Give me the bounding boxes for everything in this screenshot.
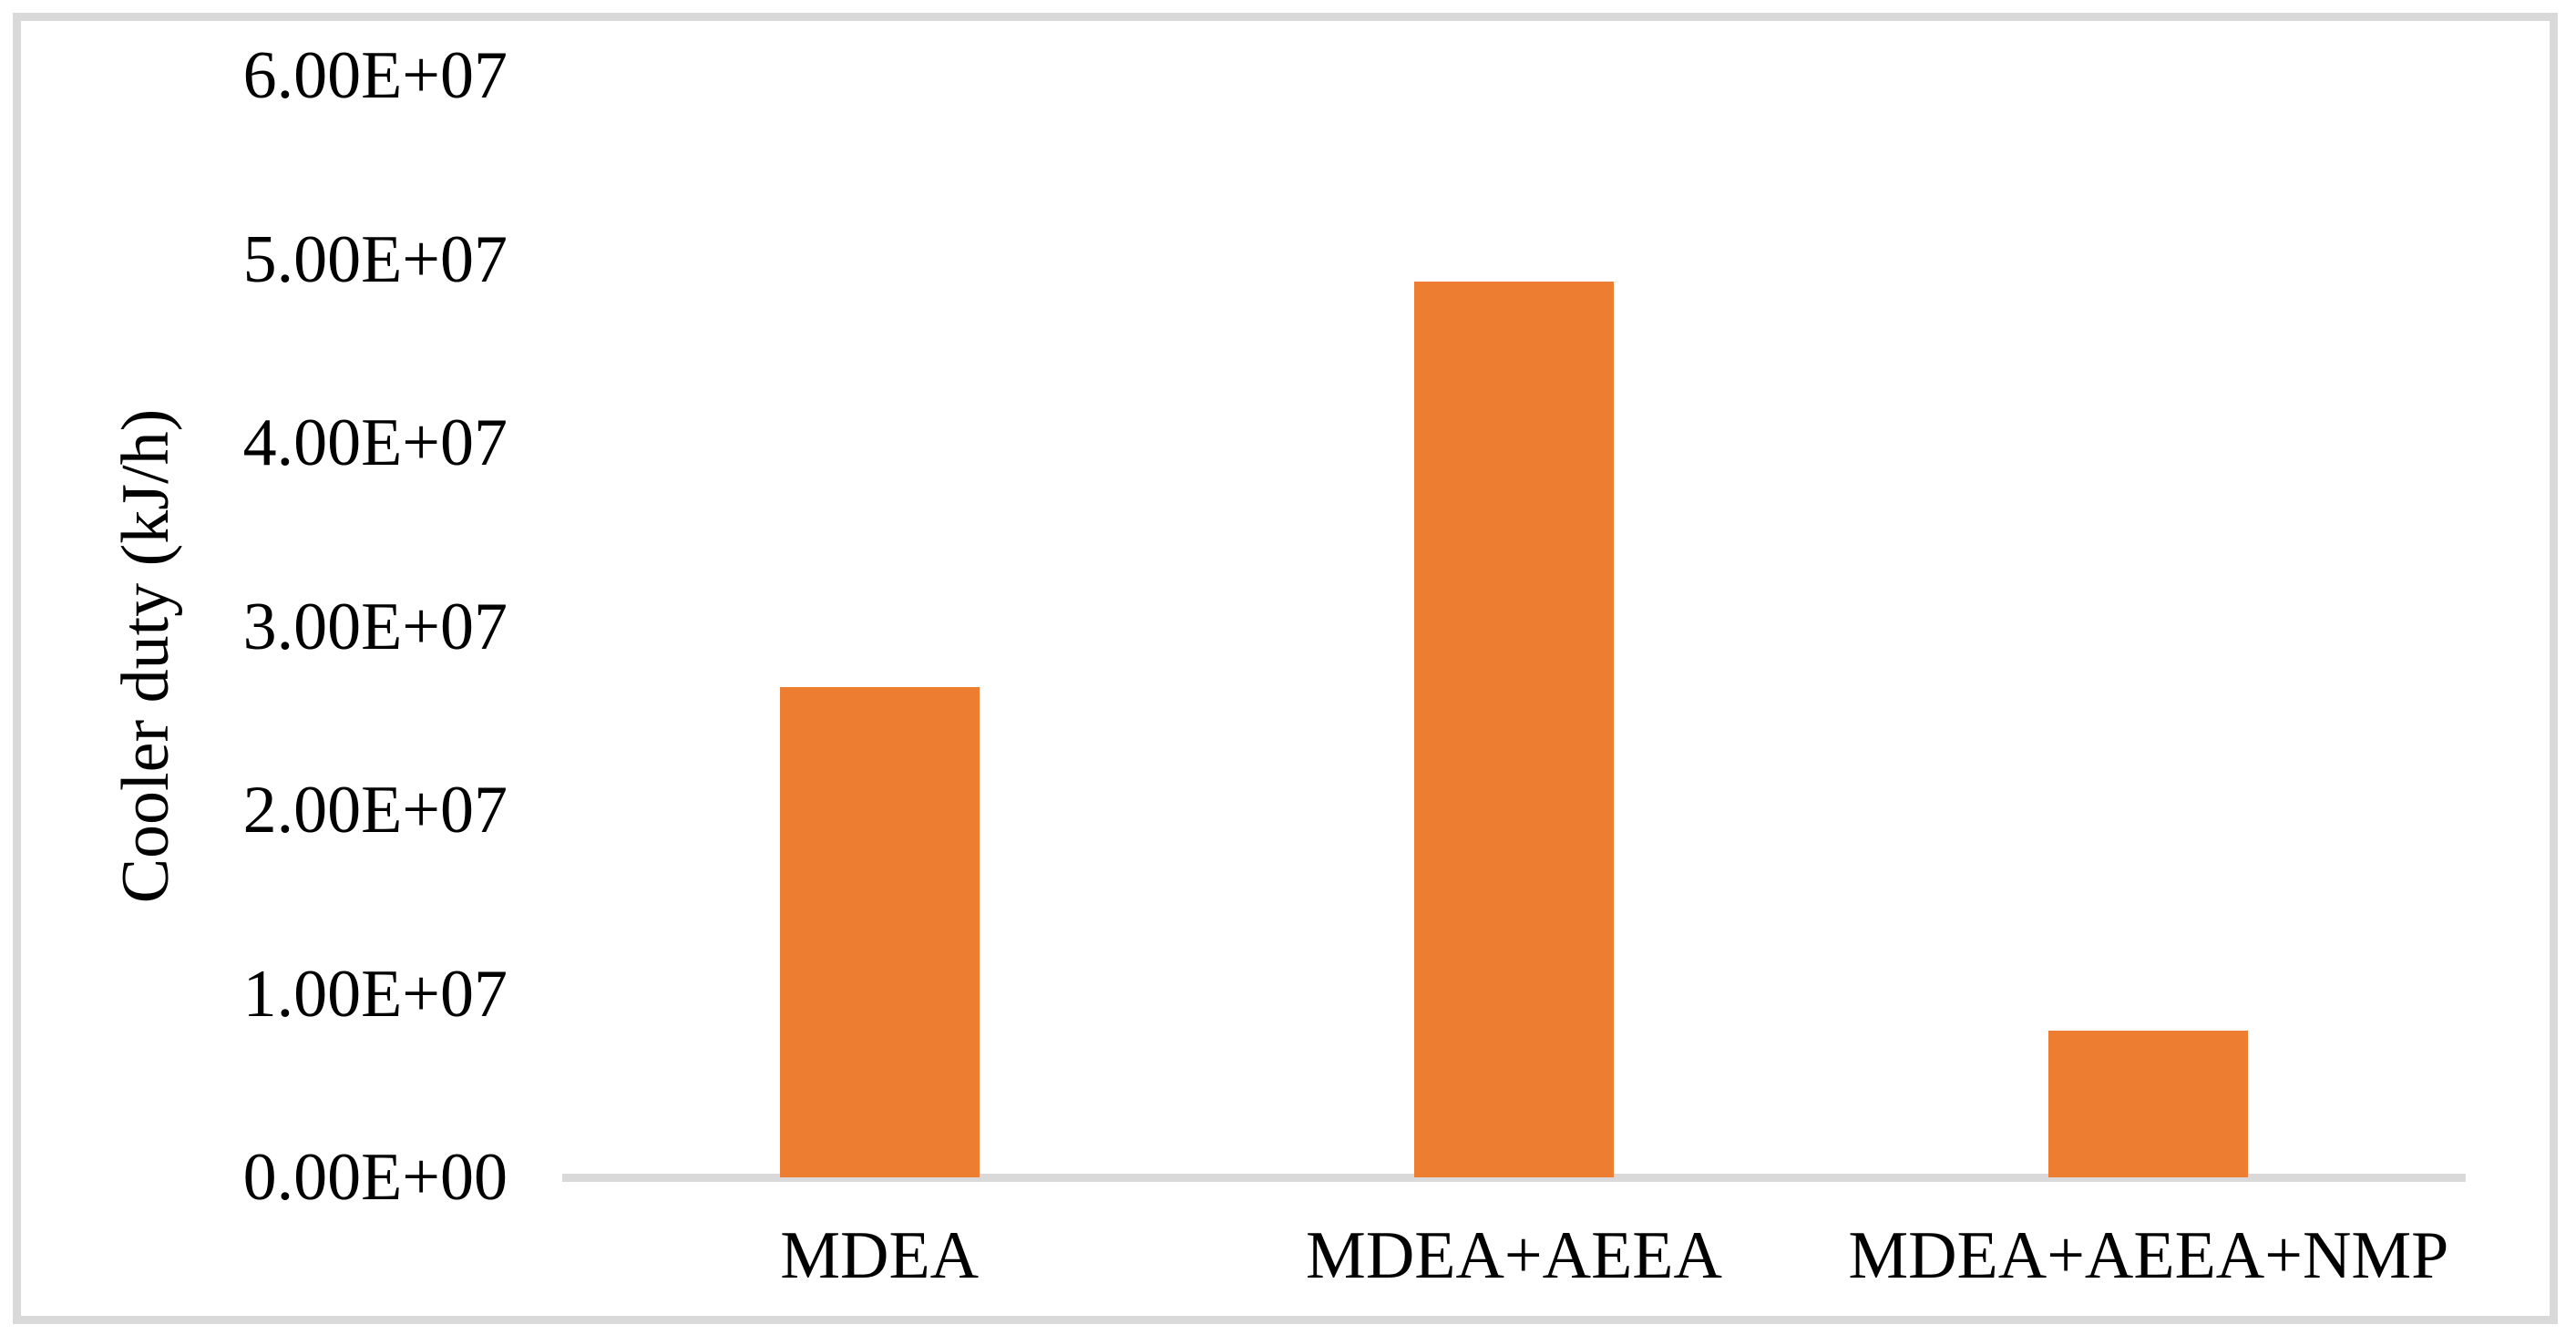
y-tick-label: 4.00E+07 xyxy=(242,406,508,480)
y-tick-label: 0.00E+00 xyxy=(242,1140,508,1215)
y-tick-label: 5.00E+07 xyxy=(242,221,508,297)
bar-mdea xyxy=(779,687,980,1177)
y-tick-label: 3.00E+07 xyxy=(242,589,508,664)
bar-mdea-aeea-nmp xyxy=(2048,1031,2249,1177)
x-category-label: MDEA xyxy=(780,1218,980,1293)
y-tick-label: 2.00E+07 xyxy=(242,773,508,847)
bar-mdea-aeea xyxy=(1414,282,1614,1177)
x-category-label: MDEA+AEEA+NMP xyxy=(1848,1218,2449,1293)
y-tick-label: 1.00E+07 xyxy=(242,956,508,1032)
y-tick-label: 6.00E+07 xyxy=(242,38,508,113)
figure-border xyxy=(13,13,2558,1324)
x-category-label: MDEA+AEEA xyxy=(1306,1218,1722,1293)
x-axis-line xyxy=(562,1174,2466,1182)
plot-area xyxy=(562,76,2466,1182)
